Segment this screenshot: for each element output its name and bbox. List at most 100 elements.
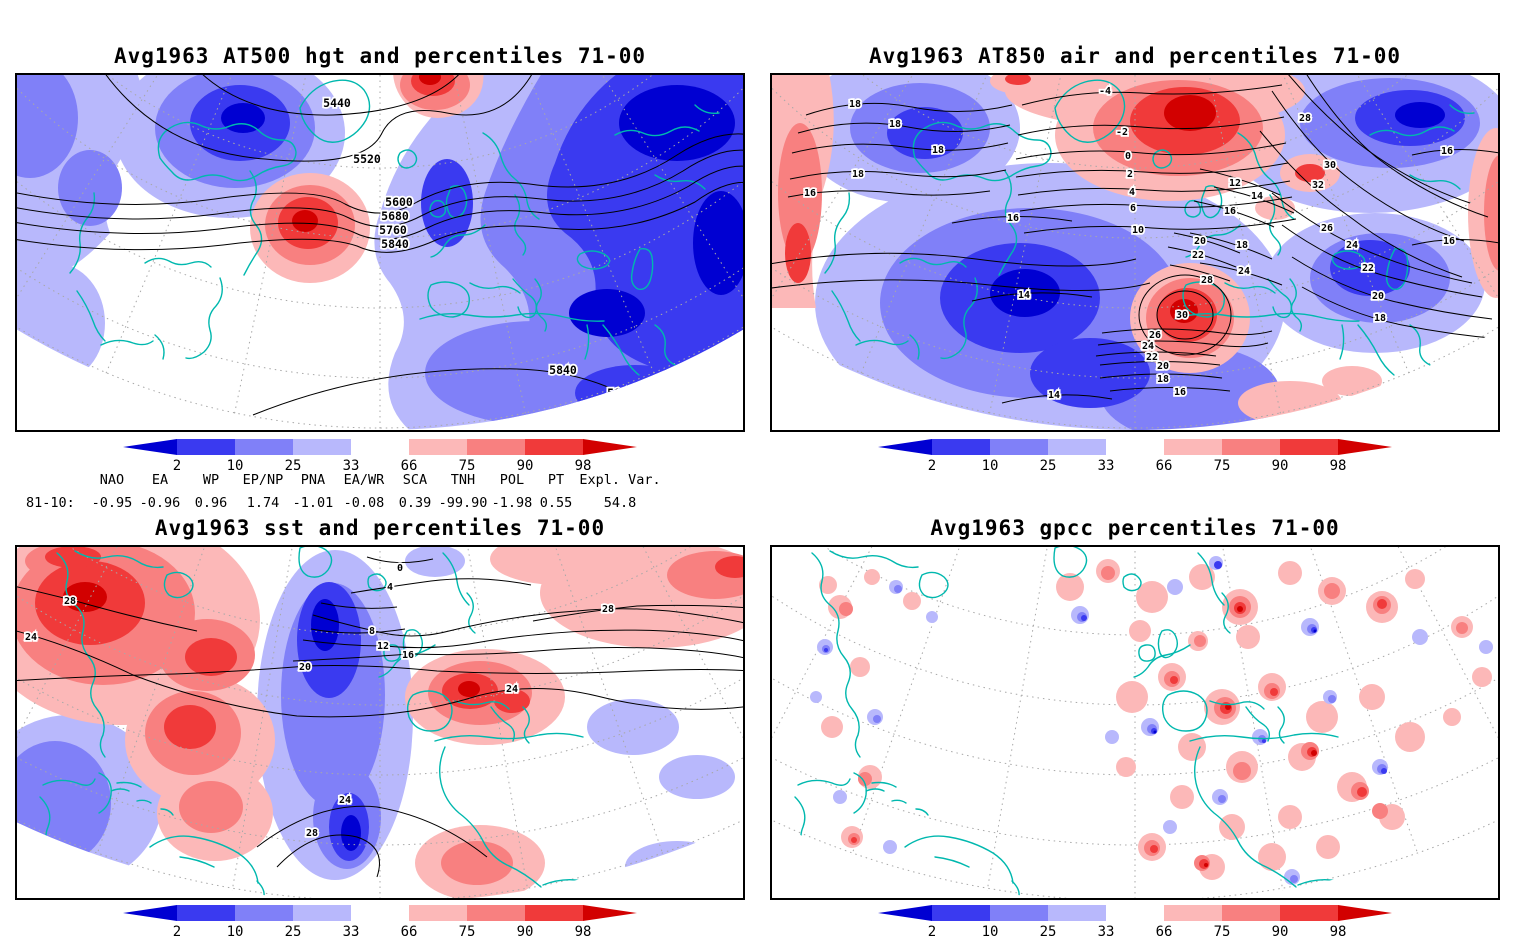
contour-label: 12 [377,641,389,652]
colorbar-tick: 75 [1213,924,1231,940]
percentile-colorbar-at500: 2 10 25 33 66 75 90 98 [122,438,638,478]
contour-label: 5440 [323,96,351,110]
map-at500: 5440 5520 5600 5680 5760 5840 5840 5840 [15,73,745,432]
contour-label: 16 [1007,213,1019,224]
colorbar-tick: 33 [1097,924,1115,940]
colorbar-segment [1164,439,1222,455]
map-frame [15,73,745,432]
colorbar-tick: 66 [1155,924,1173,940]
contour-label: 24 [1142,341,1154,352]
colorbar-segment [1280,439,1338,455]
panel-title-gpcc: Avg1963 gpcc percentiles 71-00 [930,516,1340,540]
colorbar-left-arrow [878,905,932,921]
contour-label: 10 [1132,225,1144,236]
table-header-cell: EA [151,472,169,488]
contour-label: -4 [1099,86,1111,97]
table-value-cell: 0.39 [398,495,432,511]
percentile-colorbar-sst: 2 10 25 33 66 75 90 98 [122,904,638,944]
contour-label: 20 [1194,236,1206,247]
colorbar-segment [932,905,990,921]
colorbar-right-arrow [583,905,637,921]
colorbar-segment [293,905,351,921]
colorbar-segment [1280,905,1338,921]
colorbar-tick: 66 [1155,458,1173,474]
colorbar-tick: 25 [284,924,302,940]
contour-label: 12 [1229,178,1241,189]
map-gpcc [770,545,1500,900]
colorbar-tick: 66 [400,458,418,474]
contour-label: 30 [1324,160,1336,171]
panel-title-at500: Avg1963 AT500 hgt and percentiles 71-00 [113,44,647,68]
table-value-cell: -0.95 [91,495,133,511]
contour-label: 18 [889,119,901,130]
colorbar-tick: 33 [1097,458,1115,474]
contour-label: 28 [306,828,318,839]
panel-title-at850: Avg1963 AT850 air and percentiles 71-00 [868,44,1402,68]
table-header-cell: SCA [402,472,428,488]
colorbar-segment [351,439,409,455]
teleconnection-table: NAO EA WP EP/NP PNA EA/WR SCA TNH POL PT… [20,472,664,518]
contour-label: 24 [25,632,37,643]
colorbar-tick: 90 [1271,924,1289,940]
colorbar-segment [235,439,293,455]
table-value-cell: 1.74 [246,495,280,511]
colorbar-tick: 25 [1039,924,1057,940]
colorbar-segment [1048,905,1106,921]
contour-label: 5600 [385,195,413,209]
contour-label: 4 [1129,187,1135,198]
colorbar-tick: 98 [1329,458,1347,474]
shading-sst [15,545,745,900]
contour-label: 26 [1321,223,1333,234]
contour-label: 16 [1174,387,1186,398]
contour-label: 20 [1372,291,1384,302]
contour-label: 0 [1125,151,1131,162]
table-header-cell: TNH [450,472,476,488]
shading-at850 [770,73,1500,430]
contour-label: 5760 [379,223,407,237]
table-header-cell: POL [499,472,525,488]
contour-label: 18 [1157,374,1169,385]
colorbar-segment [467,905,525,921]
colorbar-segment [293,439,351,455]
colorbar-tick: 2 [927,458,937,474]
colorbar-segment [177,439,235,455]
colorbar-tick: 90 [516,924,534,940]
coastlines [794,545,1379,900]
table-value-cell: -0.96 [139,495,181,511]
contour-label: 22 [1192,250,1204,261]
contour-label: 28 [64,596,76,607]
percentile-colorbar-gpcc: 2 10 25 33 66 75 90 98 [877,904,1393,944]
colorbar-tick: 75 [1213,458,1231,474]
contour-label: 18 [1236,240,1248,251]
colorbar-tick: 10 [981,924,999,940]
colorbar-segment [1048,439,1106,455]
colorbar-segment [409,905,467,921]
contour-labels-at850: -4 -2 0 2 4 6 10 12 14 16 18 20 22 24 28… [802,84,1457,403]
colorbar-right-arrow [583,439,637,455]
contour-label: 30 [1176,310,1188,321]
colorbar-segment [525,439,583,455]
colorbar-segment [467,439,525,455]
contour-label: 4 [387,582,393,593]
contour-label: 0 [397,563,403,574]
contour-label: 5520 [353,152,381,166]
contour-label: 8 [369,626,375,637]
percentile-colorbar-at850: 2 10 25 33 66 75 90 98 [877,438,1393,478]
contour-label: 16 [402,650,414,661]
colorbar-tick: 2 [172,458,182,474]
table-value-cell: -1.01 [292,495,334,511]
table-header-cell: EP/NP [242,472,284,488]
colorbar-tick: 25 [284,458,302,474]
contour-label: 6 [1130,203,1136,214]
contour-label: 14 [1018,290,1030,301]
contour-label: 32 [1312,180,1324,191]
colorbar-left-arrow [123,439,177,455]
table-row-label: 81-10: [26,495,75,511]
colorbar-segment [990,439,1048,455]
table-value-cell: -99.90 [438,495,488,511]
contour-label: -2 [1116,127,1128,138]
colorbar-segment [1222,439,1280,455]
colorbar-tick: 90 [1271,458,1289,474]
table-corner-cell [20,472,90,495]
